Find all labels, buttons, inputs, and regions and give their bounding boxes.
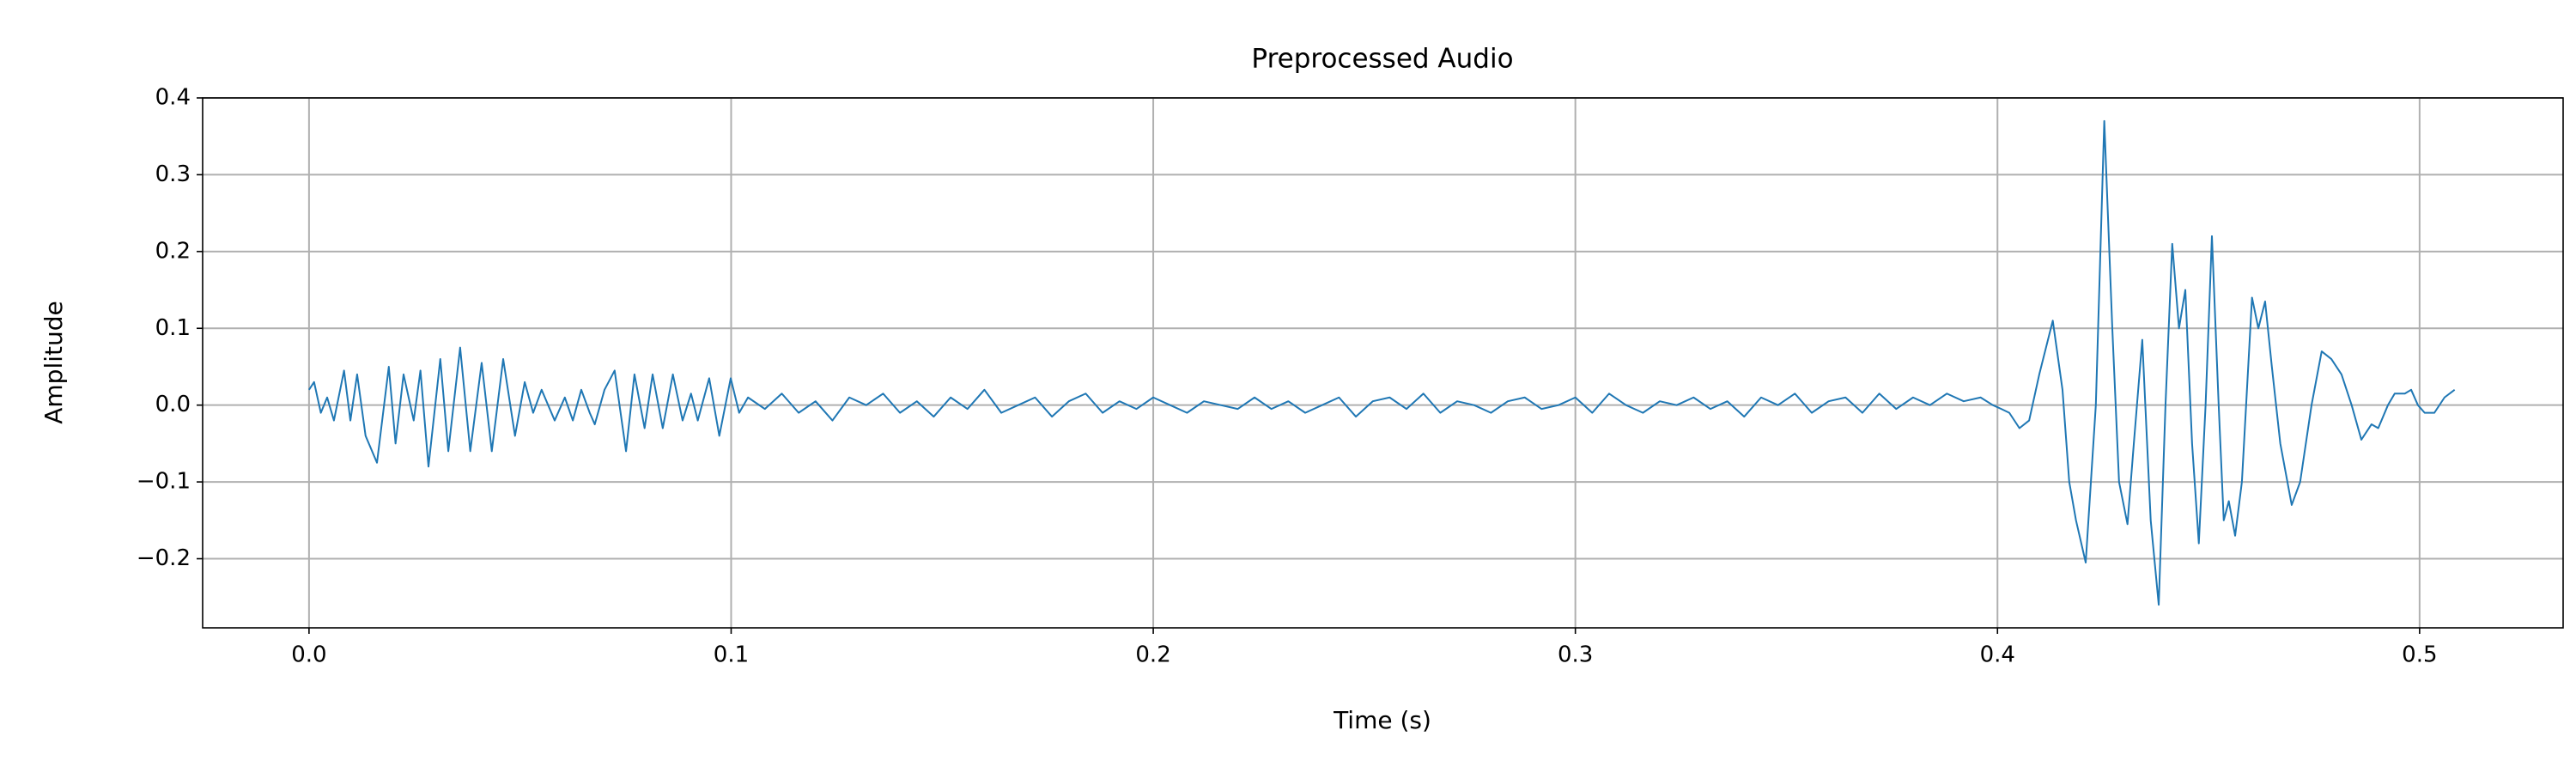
x-tick-label: 0.0 xyxy=(291,642,326,668)
y-tick-label: 0.3 xyxy=(155,161,191,187)
waveform-line xyxy=(308,119,2456,606)
chart-title: Preprocessed Audio xyxy=(1251,44,1513,75)
y-tick-label: 0.0 xyxy=(155,392,191,417)
y-tick-label: 0.1 xyxy=(155,315,191,341)
x-tick-label: 0.2 xyxy=(1135,642,1170,668)
x-axis-label: Time (s) xyxy=(1333,706,1431,734)
y-tick-label: 0.4 xyxy=(155,85,191,111)
x-tick-label: 0.3 xyxy=(1558,642,1593,668)
x-tick-label: 0.1 xyxy=(714,642,749,668)
x-tick-label: 0.5 xyxy=(2402,642,2437,668)
y-tick-label: 0.2 xyxy=(155,238,191,264)
x-tick-label: 0.4 xyxy=(1980,642,2015,668)
y-tick-label: −0.1 xyxy=(137,469,191,495)
y-axis-label: Amplitude xyxy=(39,301,68,424)
plot-frame xyxy=(202,97,2564,629)
y-tick-label: −0.2 xyxy=(137,545,191,571)
